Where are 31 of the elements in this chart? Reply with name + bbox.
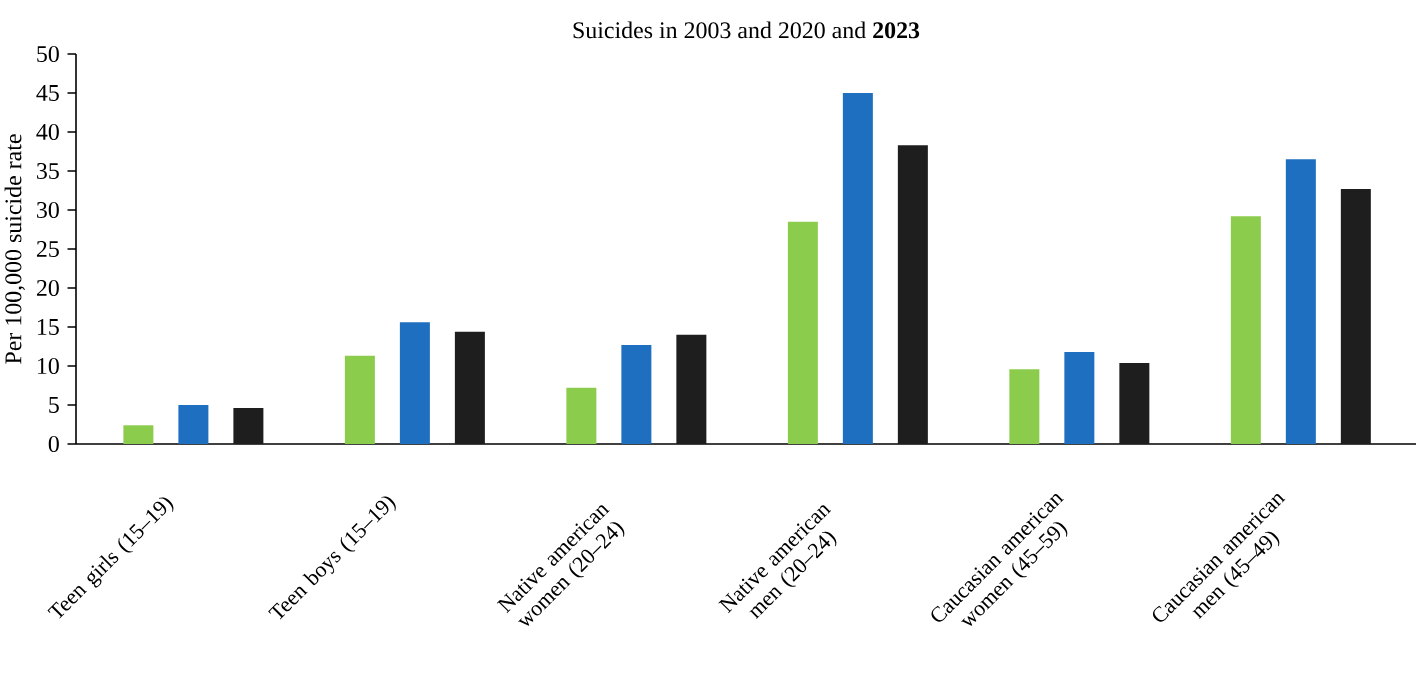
bar — [454, 331, 485, 444]
y-tick-label: 40 — [36, 123, 59, 141]
bar — [1285, 159, 1316, 444]
bar — [787, 221, 818, 444]
y-tick-label: 0 — [48, 435, 59, 453]
bar — [842, 93, 873, 444]
bar — [566, 387, 597, 444]
chart-title: Suicides in 2003 and 2020 and 2023 — [573, 21, 920, 39]
bar — [676, 334, 707, 444]
bar — [178, 405, 209, 444]
y-tick-label: 30 — [37, 201, 59, 219]
bar — [1340, 188, 1371, 444]
y-tick-label: 50 — [37, 45, 59, 63]
y-tick-label: 20 — [36, 279, 59, 297]
bar — [621, 344, 652, 444]
y-tick-label: 10 — [37, 357, 59, 375]
y-tick-label: 45 — [36, 85, 59, 101]
y-tick-label: 35 — [37, 162, 59, 180]
bar — [399, 322, 430, 444]
bar — [123, 425, 154, 444]
bar — [233, 408, 264, 444]
bar — [1009, 369, 1040, 444]
y-tick-label: 5 — [49, 397, 59, 413]
y-tick-label: 15 — [37, 319, 59, 335]
bar — [1064, 351, 1095, 444]
y-tick-label: 25 — [36, 240, 59, 258]
bar — [1119, 362, 1150, 444]
bar — [1230, 216, 1261, 444]
bar — [897, 145, 928, 444]
y-axis-title: Per 100,000 suicide rate — [4, 134, 25, 364]
bar — [344, 355, 375, 444]
